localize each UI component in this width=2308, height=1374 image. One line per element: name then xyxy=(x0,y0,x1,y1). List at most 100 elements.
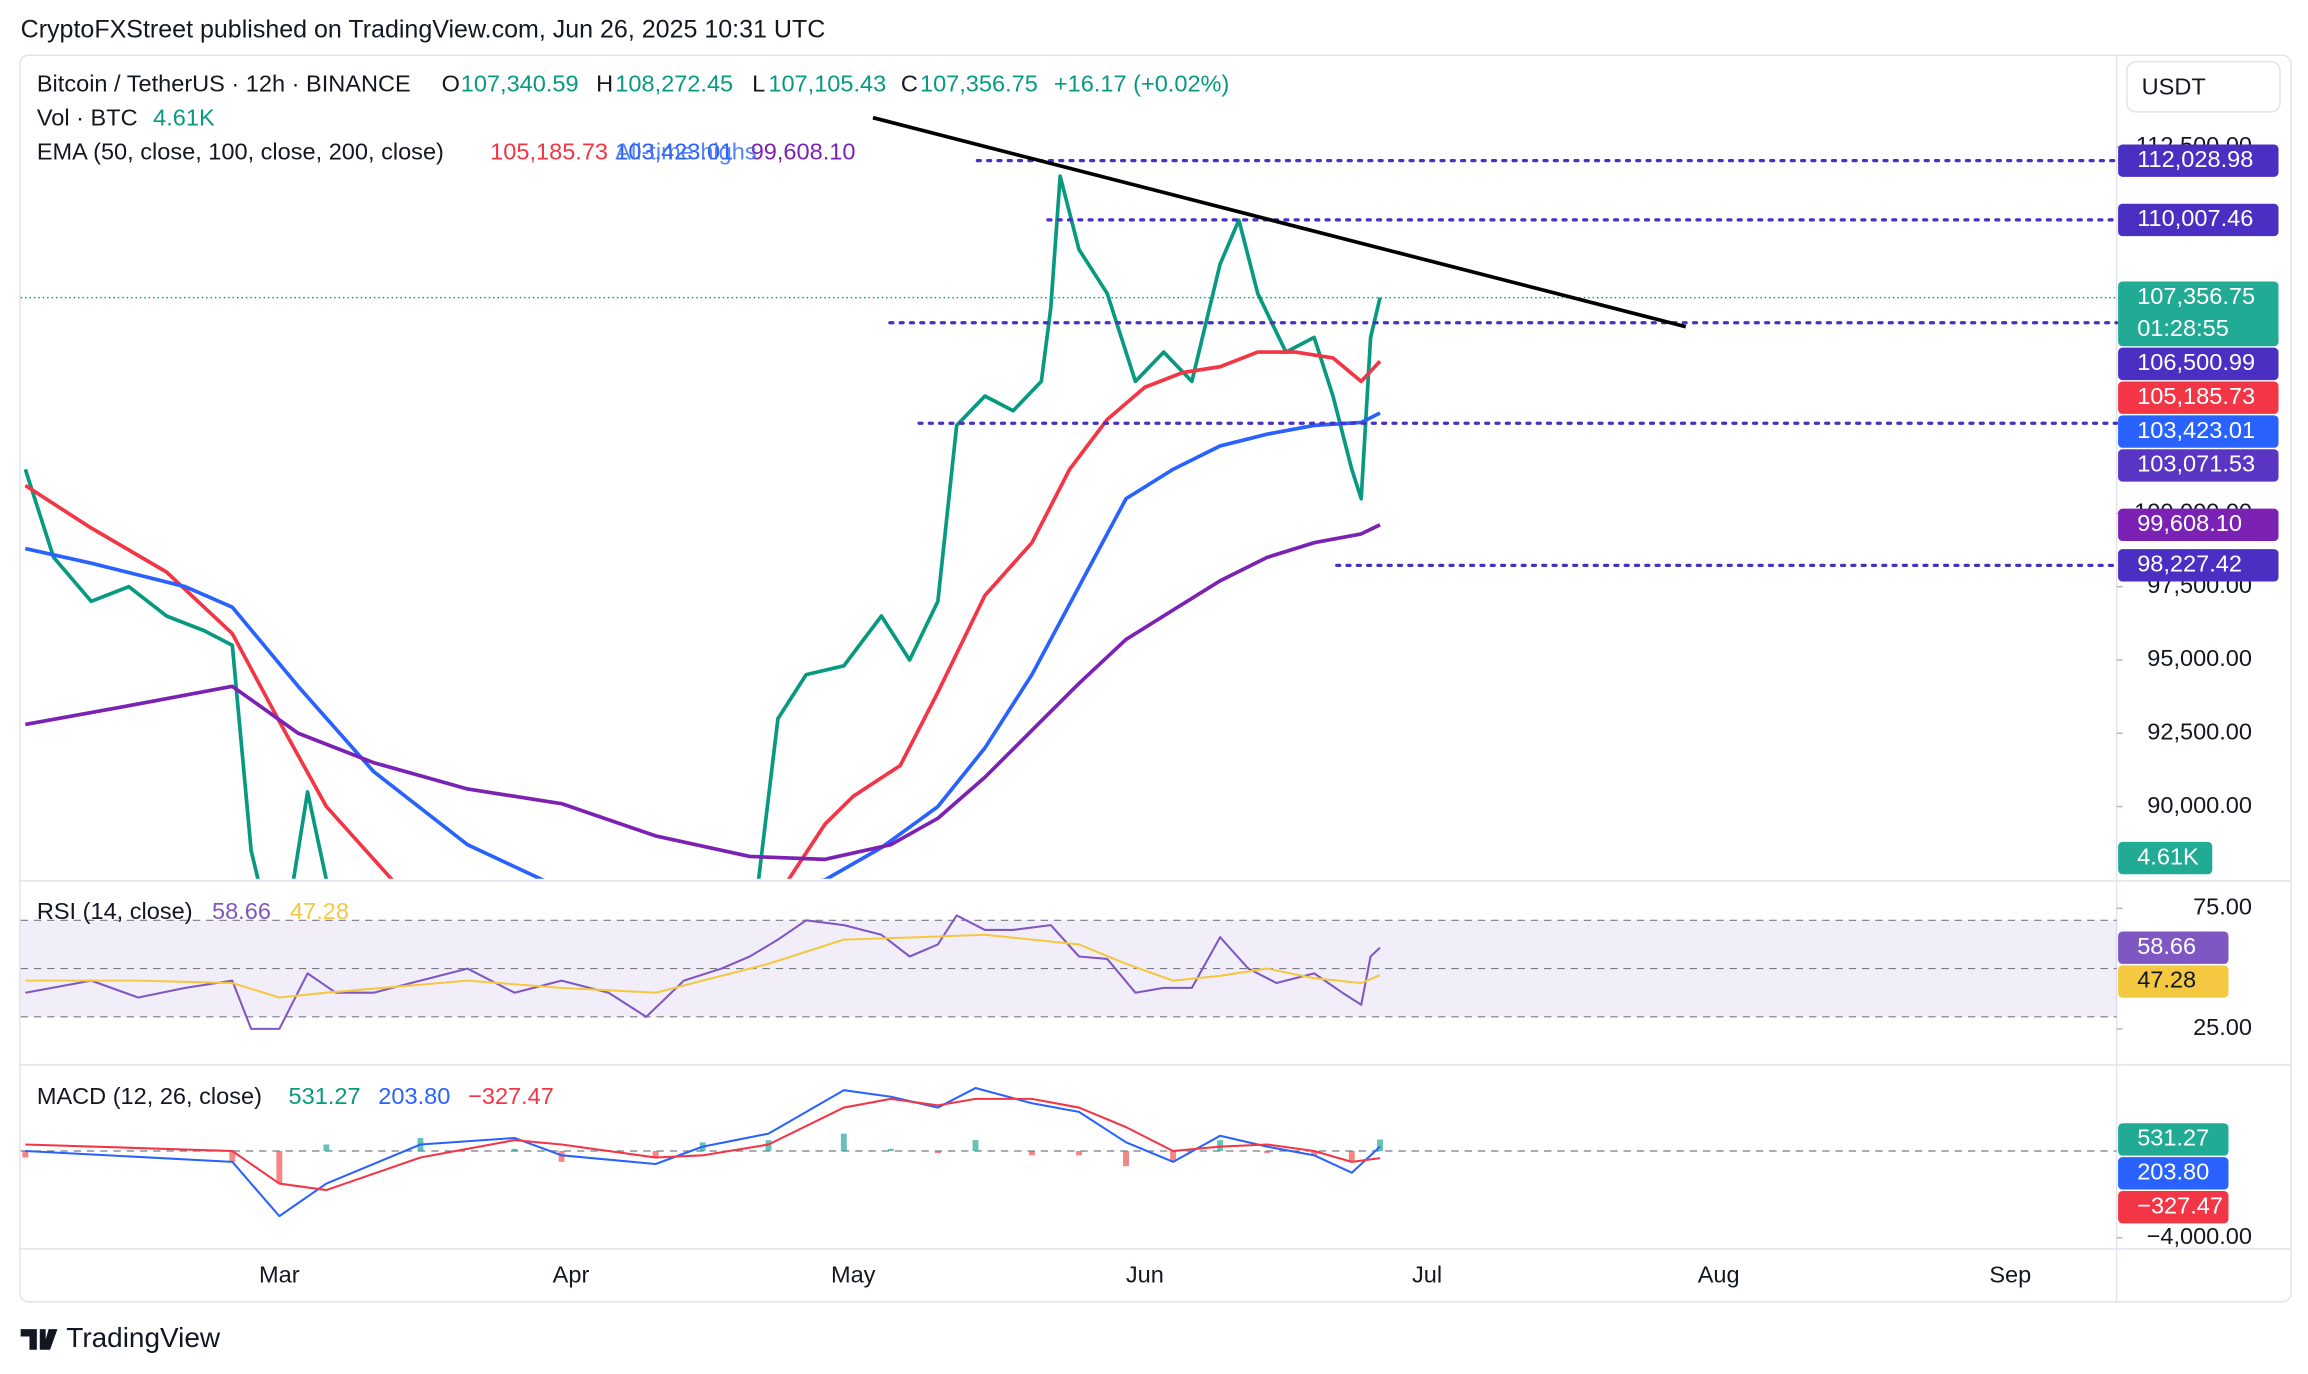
histogram-bar xyxy=(1123,1151,1129,1167)
x-tick-label: Sep xyxy=(1989,1261,2031,1287)
ema-label: EMA (50, close, 100, close, 200, close) xyxy=(37,138,444,164)
histogram-bar xyxy=(22,1151,29,1158)
series-line xyxy=(24,350,1382,879)
ohlc-value: 107,356.75 xyxy=(920,71,1038,97)
macd-value: 203.80 xyxy=(378,1083,450,1109)
macd-value: 531.27 xyxy=(289,1083,361,1109)
series-line xyxy=(25,933,1381,999)
ema-value: 99,608.10 xyxy=(751,138,856,164)
macd-label: MACD (12, 26, close) xyxy=(37,1083,262,1109)
histogram-bar xyxy=(765,1140,772,1152)
y-tick-label: 25.00 xyxy=(2193,1014,2252,1040)
volume-badge xyxy=(2118,841,2213,875)
price-badge-label: 47.28 xyxy=(2137,967,2196,993)
price-badge xyxy=(2118,381,2279,414)
price-badge-label: 531.27 xyxy=(2137,1125,2209,1151)
y-tick-label: −4,000.00 xyxy=(2147,1223,2252,1249)
y-tick-label: 95,000.00 xyxy=(2147,645,2252,671)
price-badge xyxy=(2118,508,2279,542)
histogram-bar xyxy=(229,1151,236,1162)
price-badge-label: 110,007.46 xyxy=(2137,205,2253,231)
price-badge-label: 103,423.01 xyxy=(2137,417,2255,443)
currency-button[interactable] xyxy=(2126,61,2281,113)
price-badge-label: 107,356.75 xyxy=(2137,283,2255,309)
histogram-bar xyxy=(558,1151,565,1162)
price-badge-label: 106,500.99 xyxy=(2137,349,2255,375)
histogram-bar xyxy=(323,1144,330,1152)
histogram-bar xyxy=(840,1133,847,1152)
series-line xyxy=(24,411,1381,879)
trendline xyxy=(872,115,1687,329)
price-change: +16.17 (+0.02%) xyxy=(1054,71,1229,97)
price-badge-label: 112,028.98 xyxy=(2137,146,2253,172)
published-header: CryptoFXStreet published on TradingView.… xyxy=(21,16,826,44)
volume-badge-label: 4.61K xyxy=(2137,843,2199,869)
price-badge-label: 203.80 xyxy=(2137,1159,2209,1185)
price-badge-label: 99,608.10 xyxy=(2137,510,2242,536)
symbol-title: Bitcoin / TetherUS · 12h · BINANCE xyxy=(37,71,411,97)
countdown: 01:28:55 xyxy=(2137,315,2229,341)
pane xyxy=(20,1087,2117,1218)
price-badge xyxy=(2118,415,2279,448)
histogram-bar xyxy=(1170,1151,1176,1162)
series-line xyxy=(25,1097,1381,1192)
annotation: All-time highs xyxy=(615,138,756,164)
series-line xyxy=(23,174,1382,879)
x-tick-label: Apr xyxy=(553,1261,590,1287)
brand: TradingView xyxy=(66,1322,221,1353)
ohlc-value: 107,340.59 xyxy=(461,71,579,97)
histogram-bar xyxy=(1348,1151,1355,1162)
ohlc-key: C xyxy=(901,71,918,97)
histogram-bar xyxy=(1264,1151,1271,1154)
x-tick-label: Jun xyxy=(1126,1261,1164,1287)
histogram-bar xyxy=(1028,1151,1035,1156)
x-tick-label: Mar xyxy=(259,1261,300,1287)
histogram-bar xyxy=(972,1140,979,1152)
ohlc-value: 107,105.43 xyxy=(768,71,886,97)
pane xyxy=(20,914,2117,1030)
x-tick-label: Aug xyxy=(1698,1261,1740,1287)
ema-value: 103,423.01 xyxy=(615,138,733,164)
price-badge xyxy=(2118,203,2279,237)
ohlc-key: L xyxy=(752,71,765,97)
series-line xyxy=(25,1087,1381,1218)
volume-value: 4.61K xyxy=(153,104,215,130)
price-badge xyxy=(2118,1123,2229,1156)
price-badge xyxy=(2118,1190,2229,1224)
histogram-bar xyxy=(1076,1151,1082,1156)
histogram-bar xyxy=(1311,1151,1318,1156)
rsi-value: 58.66 xyxy=(212,898,271,924)
ohlc-key: H xyxy=(596,71,613,97)
price-badge xyxy=(2118,1157,2229,1190)
price-badge xyxy=(2118,449,2279,482)
y-tick-label: 75.00 xyxy=(2193,893,2252,919)
price-badge xyxy=(2118,549,2279,582)
price-badge-label: 58.66 xyxy=(2137,933,2196,959)
chart-frame xyxy=(19,54,2292,1303)
price-badge xyxy=(2118,347,2279,381)
price-badge-label: 103,071.53 xyxy=(2137,451,2255,477)
ohlc-key: O xyxy=(442,71,460,97)
ema-value: 105,185.73 xyxy=(490,138,608,164)
rsi-label: RSI (14, close) xyxy=(37,898,193,924)
price-badge xyxy=(2118,965,2229,998)
price-badge-label: 105,185.73 xyxy=(2137,383,2255,409)
x-tick-label: May xyxy=(831,1261,876,1287)
histogram-bar xyxy=(276,1151,283,1184)
legend: Bitcoin / TetherUS · 12h · BINANCE O 107… xyxy=(37,71,1229,1110)
histogram-bar xyxy=(1377,1139,1383,1152)
price-badge xyxy=(2118,144,2279,177)
histogram-bar xyxy=(652,1151,659,1158)
y-tick-label: 92,500.00 xyxy=(2147,718,2252,744)
price-badge xyxy=(2118,281,2279,347)
price-badge-label: 98,227.42 xyxy=(2137,551,2242,577)
ohlc-value: 108,272.45 xyxy=(615,71,733,97)
x-tick-label: Jul xyxy=(1412,1261,1442,1287)
series-line xyxy=(25,914,1381,1030)
histogram-bar xyxy=(934,1151,941,1154)
histogram-bar xyxy=(511,1148,518,1152)
series-line xyxy=(25,523,1381,862)
currency[interactable]: USDT xyxy=(2142,74,2206,100)
